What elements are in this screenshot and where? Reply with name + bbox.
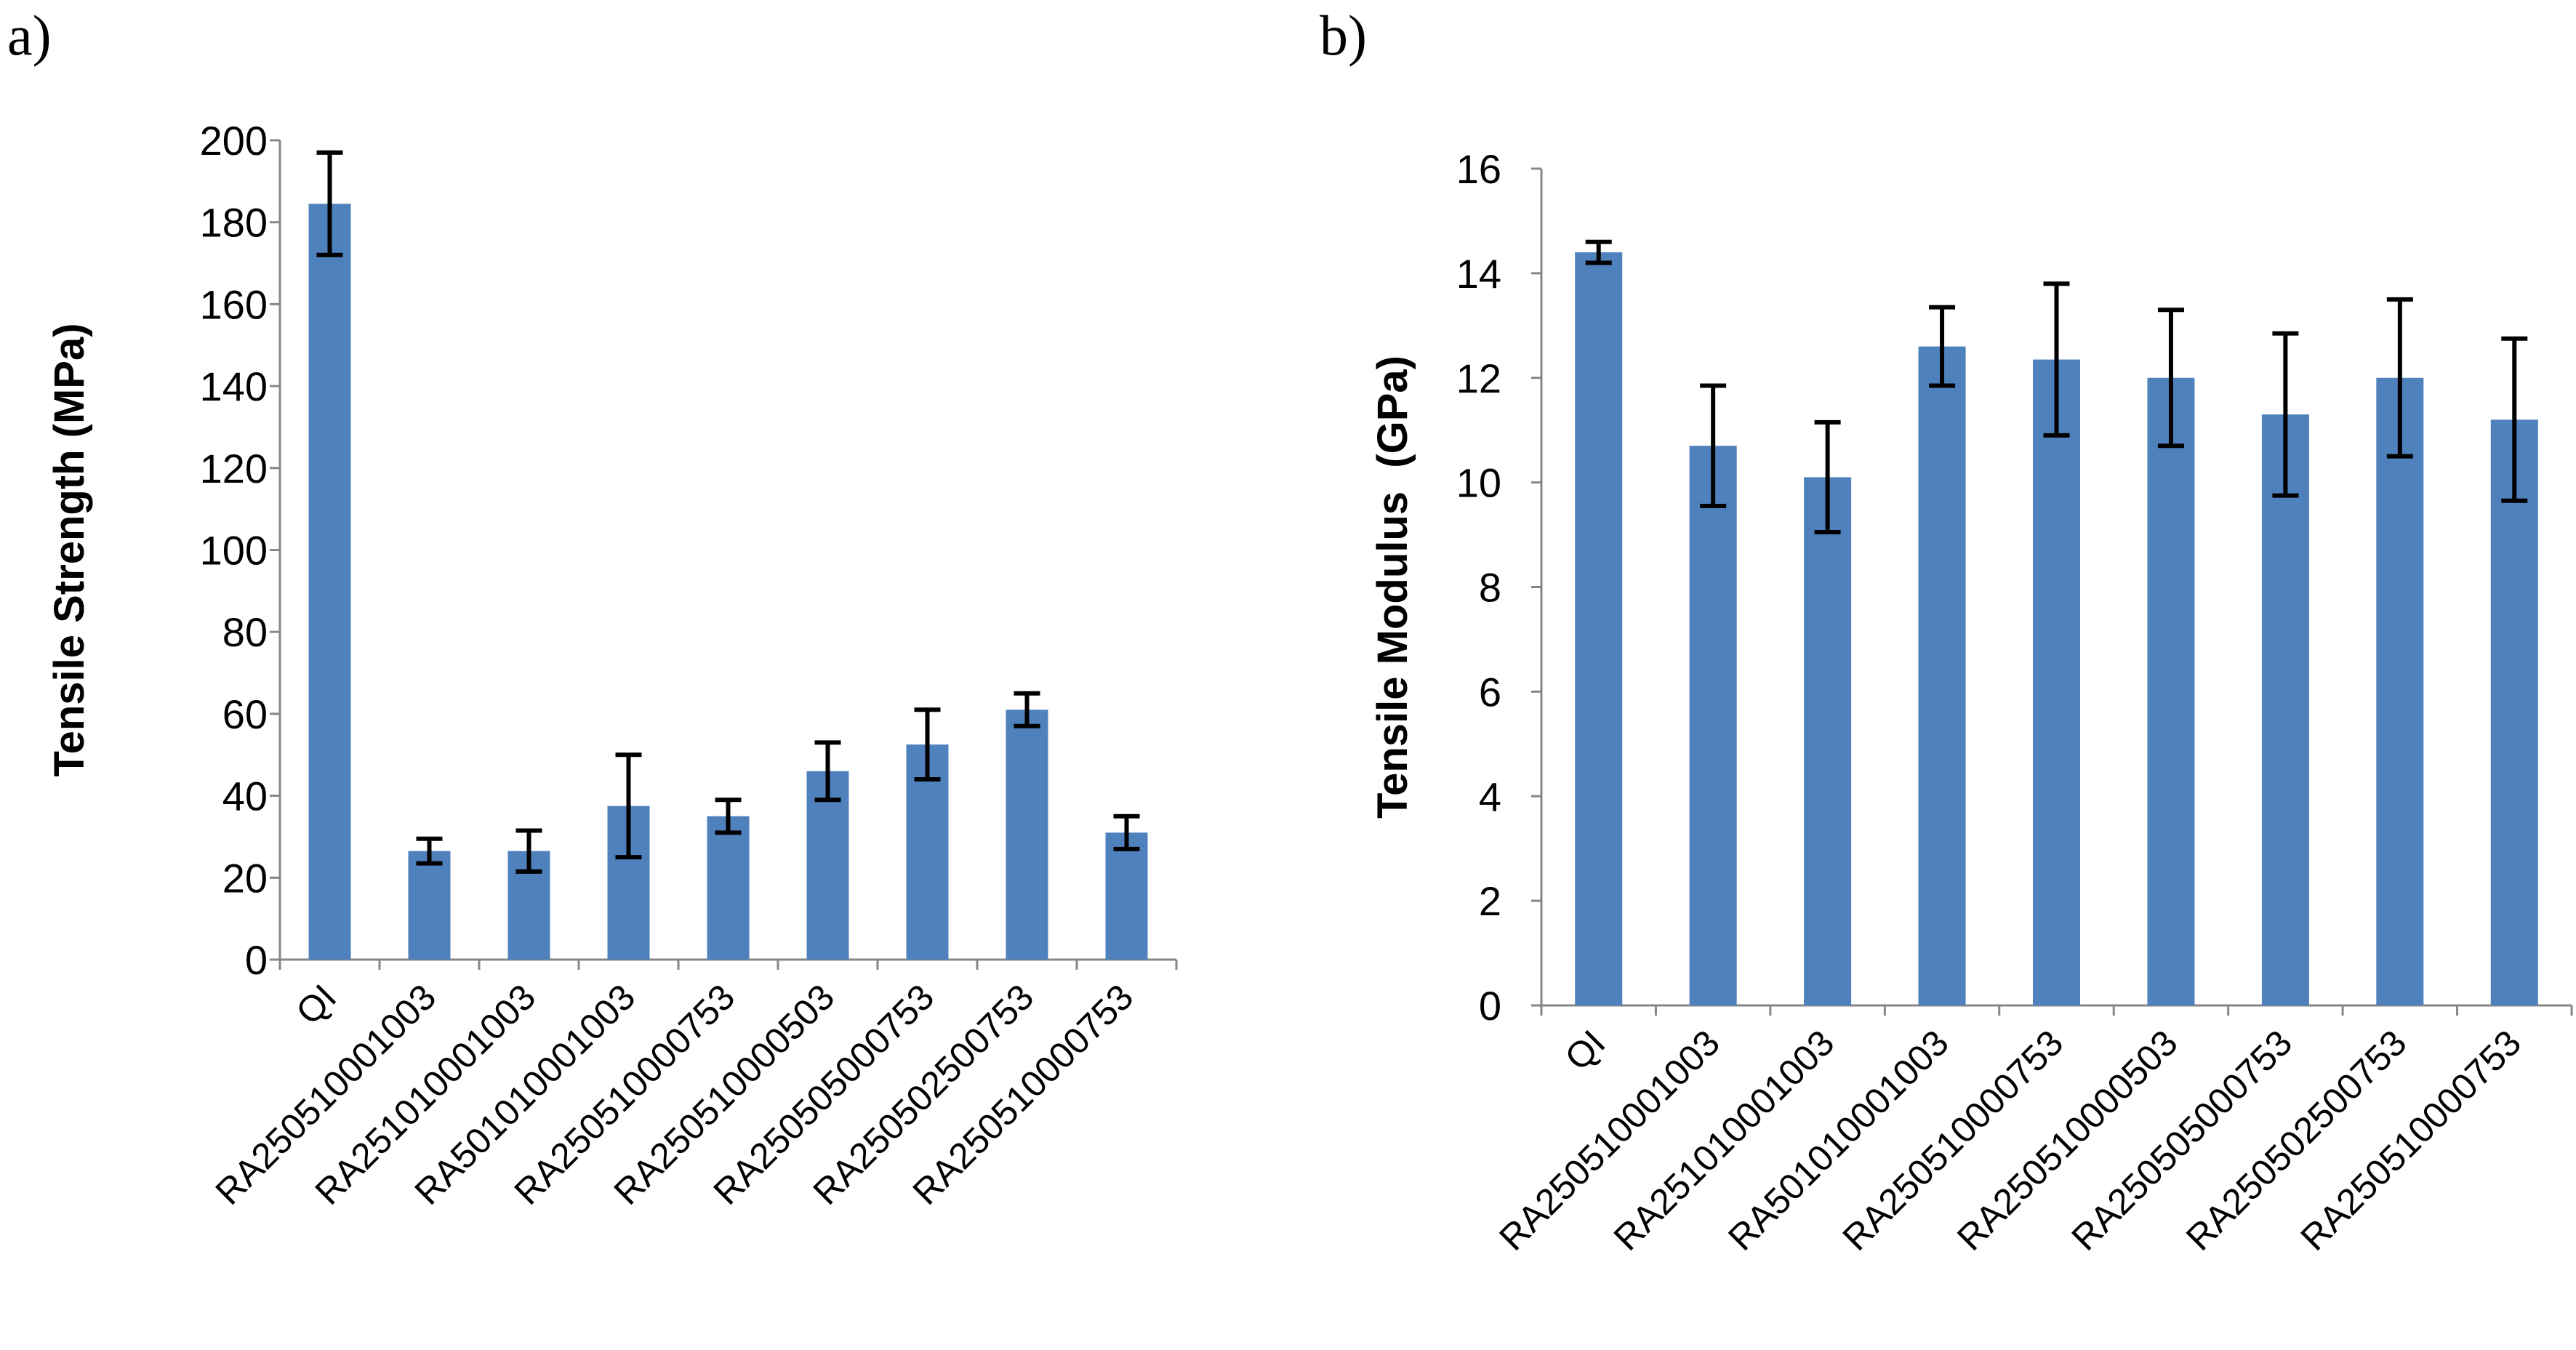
modulus-y-axis-title: Tensile Modulus (GPa) bbox=[1369, 355, 1416, 819]
modulus-y-tick-label: 8 bbox=[1479, 565, 1501, 611]
strength-y-tick-label: 20 bbox=[222, 855, 268, 901]
strength-y-tick-label: 200 bbox=[200, 118, 268, 164]
modulus-category-label: QI bbox=[1557, 1022, 1613, 1078]
strength-y-tick-label: 140 bbox=[200, 363, 268, 409]
tensile-modulus-chart: 0 2 4 6 8 10 12 14 16 QIRA250510001003RA251010001… bbox=[1369, 146, 2573, 1258]
strength-y-tick-label: 100 bbox=[200, 528, 268, 574]
strength-category-label: QI bbox=[288, 976, 344, 1032]
strength-bar bbox=[308, 204, 351, 960]
modulus-category-label: RA250510001003 bbox=[1491, 1022, 1728, 1258]
modulus-bar bbox=[2261, 414, 2309, 1005]
modulus-category-label: RA250502500753 bbox=[2178, 1022, 2415, 1258]
panel-label-a: a) bbox=[7, 4, 52, 67]
modulus-y-tick-label: 2 bbox=[1479, 878, 1501, 924]
modulus-y-tick-label: 16 bbox=[1456, 146, 1501, 192]
strength-bar bbox=[1006, 710, 1048, 960]
modulus-category-label: RA250510000753 bbox=[1835, 1022, 2071, 1258]
modulus-bar bbox=[1689, 446, 1737, 1005]
strength-bar bbox=[707, 816, 750, 960]
strength-y-tick-label: 40 bbox=[222, 774, 268, 819]
modulus-category-label: RA250510000503 bbox=[1949, 1022, 2186, 1258]
modulus-y-tick-label: 14 bbox=[1456, 251, 1501, 297]
strength-bar bbox=[1105, 832, 1148, 960]
modulus-category-label: RA501010001003 bbox=[1720, 1022, 1957, 1258]
modulus-category-label: RA250510000753 bbox=[2292, 1022, 2529, 1258]
modulus-bar bbox=[1918, 346, 1966, 1005]
strength-y-tick-label: 120 bbox=[200, 446, 268, 491]
strength-y-tick-label: 160 bbox=[200, 281, 268, 327]
strength-y-axis-title: Tensile Strength (MPa) bbox=[46, 323, 93, 776]
modulus-bar bbox=[2147, 377, 2195, 1005]
tensile-strength-chart: 020406080100120140160180200QIRA250510001… bbox=[46, 118, 1178, 1213]
modulus-bar bbox=[2490, 419, 2538, 1005]
strength-y-tick-label: 180 bbox=[200, 200, 268, 246]
modulus-y-tick-label: 12 bbox=[1456, 355, 1501, 401]
modulus-y-tick-label: 6 bbox=[1479, 669, 1501, 715]
modulus-category-label: RA251010001003 bbox=[1606, 1022, 1842, 1258]
strength-y-tick-label: 60 bbox=[222, 691, 268, 737]
strength-y-tick-label: 0 bbox=[245, 937, 268, 983]
modulus-bar bbox=[1804, 477, 1852, 1005]
modulus-bar bbox=[2376, 377, 2424, 1005]
modulus-y-tick-label: 0 bbox=[1479, 983, 1501, 1029]
modulus-bar bbox=[2033, 359, 2080, 1005]
modulus-bar bbox=[1575, 252, 1623, 1006]
strength-bar bbox=[806, 771, 849, 960]
modulus-y-tick-label: 10 bbox=[1456, 460, 1501, 506]
modulus-category-label: RA250505000753 bbox=[2063, 1022, 2300, 1258]
modulus-y-tick-label: 4 bbox=[1479, 774, 1501, 819]
strength-y-tick-label: 80 bbox=[222, 609, 268, 655]
strength-bar bbox=[408, 851, 451, 960]
panel-label-b: b) bbox=[1320, 4, 1367, 67]
